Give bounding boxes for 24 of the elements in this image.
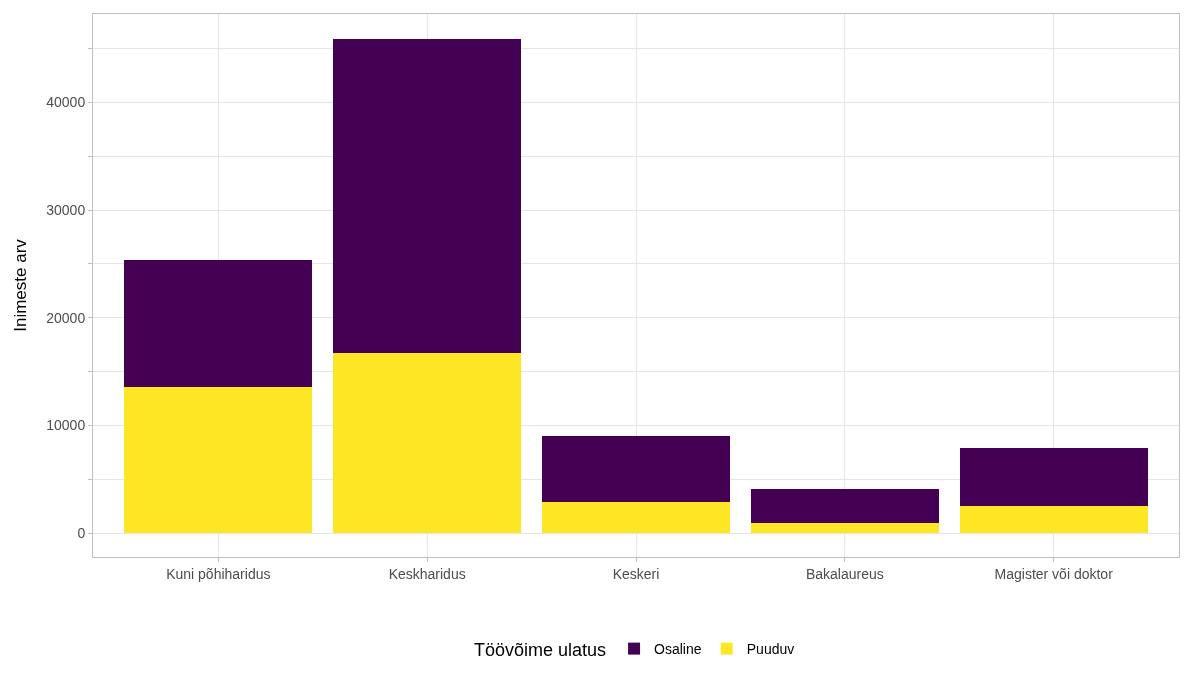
bar [959,448,1148,506]
legend-label: Osaline [654,641,702,658]
x-tick-label: Kuni põhiharidus [166,565,271,582]
legend-label: Puuduv [746,641,795,658]
y-tick-label: 40000 [46,94,86,111]
x-tick-label: Keskeri [612,565,660,582]
bar [750,522,939,534]
x-tick-label: Magister või doktor [994,565,1114,582]
bar [750,489,939,523]
bar [124,386,313,534]
y-tick-label: 0 [77,525,86,542]
x-tick-label: Keskharidus [388,565,466,582]
bar [333,353,522,534]
y-tick-label: 10000 [46,417,86,434]
y-tick-label: 20000 [46,309,86,326]
bar [124,259,313,387]
legend-title: Töövõime ulatus [474,640,607,661]
bar [333,38,522,354]
x-tick-label: Bakalaureus [805,565,884,582]
y-axis-title: Inimeste arv [10,238,30,332]
bar [542,502,730,534]
y-tick-label: 30000 [46,201,86,218]
bar [542,436,730,503]
bar [959,505,1148,534]
